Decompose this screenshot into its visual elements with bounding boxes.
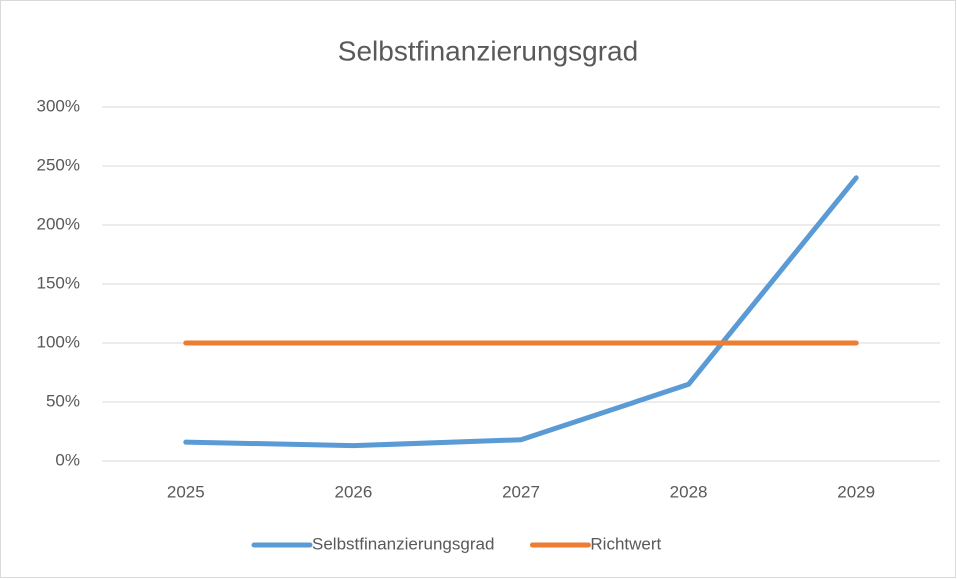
y-tick-label: 0% bbox=[55, 450, 80, 469]
y-tick-label: 100% bbox=[37, 332, 80, 351]
line-series bbox=[183, 175, 859, 449]
x-tick-label: 2025 bbox=[167, 482, 205, 501]
x-tick-label: 2026 bbox=[334, 482, 372, 501]
x-tick-label: 2029 bbox=[837, 482, 875, 501]
y-tick-label: 150% bbox=[37, 273, 80, 292]
legend-label: Richtwert bbox=[590, 534, 661, 553]
y-tick-label: 200% bbox=[37, 214, 80, 233]
y-tick-label: 300% bbox=[37, 96, 80, 115]
x-tick-label: 2028 bbox=[670, 482, 708, 501]
chart-title: Selbstfinanzierungsgrad bbox=[338, 35, 638, 66]
y-tick-label: 50% bbox=[46, 391, 80, 410]
legend-label: Selbstfinanzierungsgrad bbox=[312, 534, 494, 553]
x-tick-label: 2027 bbox=[502, 482, 540, 501]
y-tick-label: 250% bbox=[37, 155, 80, 174]
